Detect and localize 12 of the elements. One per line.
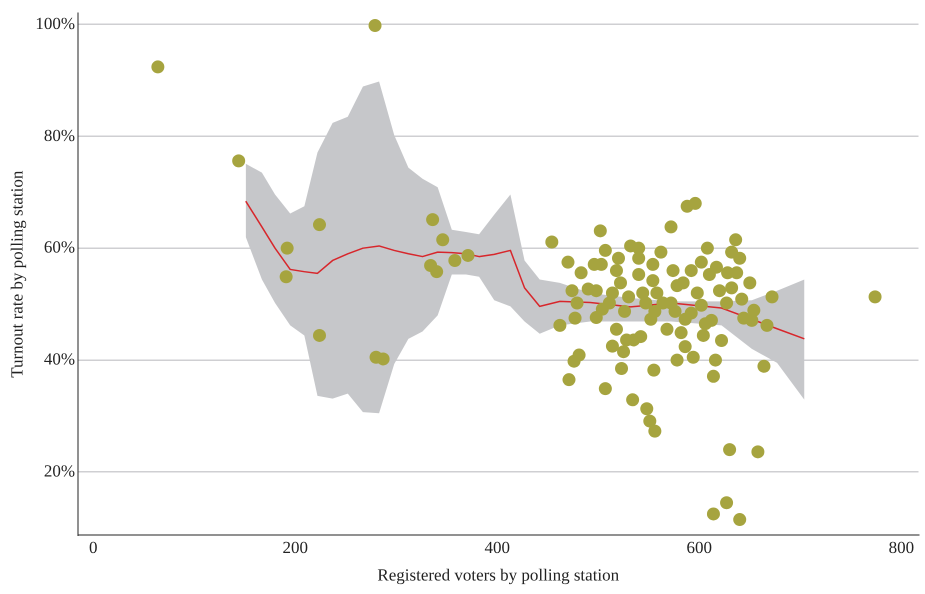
- x-tick-label: 800: [888, 538, 914, 557]
- y-tick-label: 40%: [44, 350, 76, 369]
- x-tick-label: 600: [686, 538, 712, 557]
- x-tick-label: 200: [282, 538, 308, 557]
- y-tick-label: 20%: [44, 461, 76, 480]
- y-axis-title: Turnout rate by polling station: [8, 170, 27, 378]
- x-axis-title: Registered voters by polling station: [377, 565, 620, 584]
- x-tick-label: 400: [484, 538, 510, 557]
- y-tick-label: 80%: [44, 126, 76, 145]
- y-tick-label: 60%: [44, 238, 76, 257]
- x-tick-label: 0: [88, 538, 98, 557]
- y-tick-label: 100%: [35, 14, 76, 33]
